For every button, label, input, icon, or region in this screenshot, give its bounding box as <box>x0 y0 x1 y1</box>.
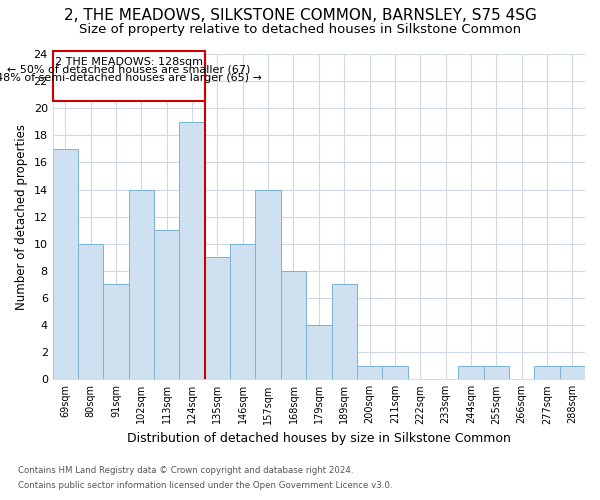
Text: Contains public sector information licensed under the Open Government Licence v3: Contains public sector information licen… <box>18 481 392 490</box>
Bar <box>103 284 129 380</box>
Bar <box>179 122 205 380</box>
Bar <box>458 366 484 380</box>
Y-axis label: Number of detached properties: Number of detached properties <box>15 124 28 310</box>
Bar <box>560 366 585 380</box>
Text: 2 THE MEADOWS: 128sqm: 2 THE MEADOWS: 128sqm <box>55 56 203 66</box>
Bar <box>382 366 407 380</box>
Bar <box>306 325 332 380</box>
Bar <box>357 366 382 380</box>
Bar <box>484 366 509 380</box>
Text: 48% of semi-detached houses are larger (65) →: 48% of semi-detached houses are larger (… <box>0 73 262 83</box>
Bar <box>256 190 281 380</box>
Bar <box>332 284 357 380</box>
FancyBboxPatch shape <box>53 52 205 102</box>
Text: ← 50% of detached houses are smaller (67): ← 50% of detached houses are smaller (67… <box>7 65 250 75</box>
Bar <box>230 244 256 380</box>
Text: Size of property relative to detached houses in Silkstone Common: Size of property relative to detached ho… <box>79 22 521 36</box>
Bar <box>535 366 560 380</box>
Text: Contains HM Land Registry data © Crown copyright and database right 2024.: Contains HM Land Registry data © Crown c… <box>18 466 353 475</box>
X-axis label: Distribution of detached houses by size in Silkstone Common: Distribution of detached houses by size … <box>127 432 511 445</box>
Bar <box>281 271 306 380</box>
Bar <box>129 190 154 380</box>
Bar <box>78 244 103 380</box>
Bar <box>53 149 78 380</box>
Bar <box>205 258 230 380</box>
Bar <box>154 230 179 380</box>
Text: 2, THE MEADOWS, SILKSTONE COMMON, BARNSLEY, S75 4SG: 2, THE MEADOWS, SILKSTONE COMMON, BARNSL… <box>64 8 536 22</box>
